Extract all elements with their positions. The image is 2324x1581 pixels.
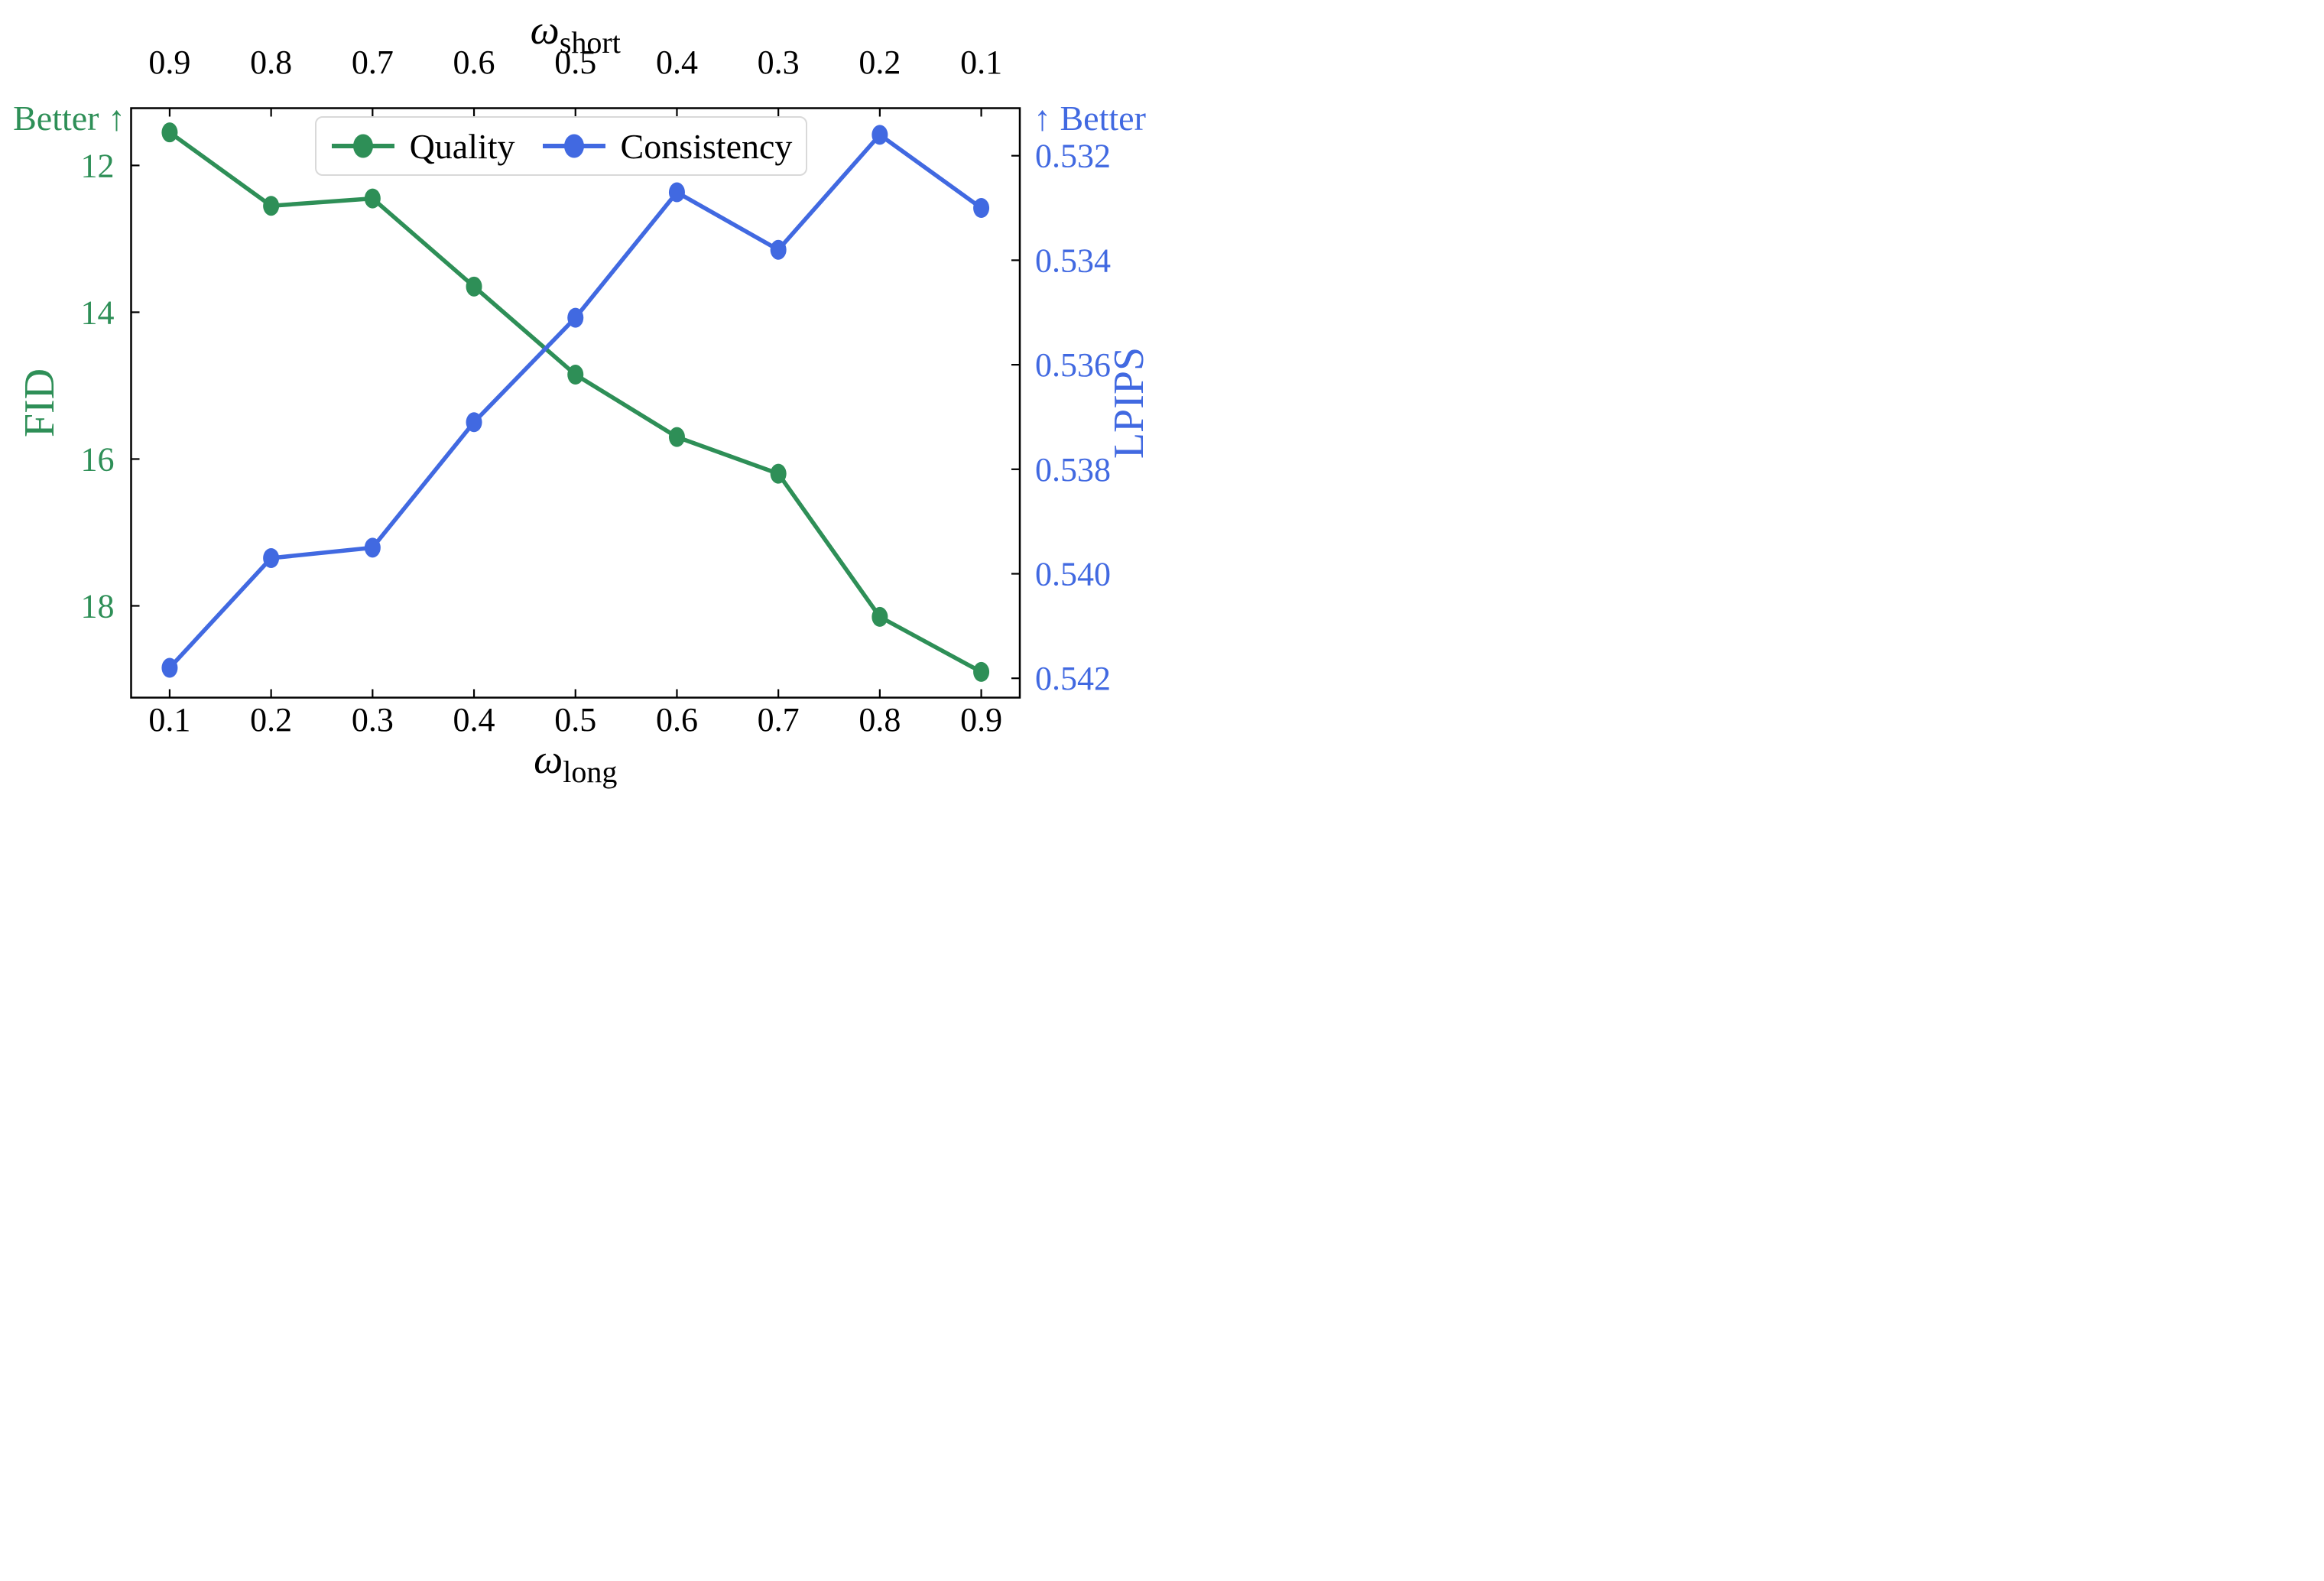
- better-arrow-right: ↑ Better: [1034, 99, 1146, 138]
- x-tick-label-bottom: 0.9: [960, 701, 1002, 739]
- left-axis-label: FID: [16, 368, 63, 438]
- consistency-marker: [567, 307, 584, 328]
- y-tick-label-right: 0.542: [1035, 660, 1111, 697]
- quality-marker: [161, 122, 178, 143]
- y-tick-label-left: 14: [81, 294, 115, 331]
- legend-entry-consistency: Consistency: [541, 126, 793, 167]
- y-tick-label-right: 0.536: [1035, 346, 1111, 384]
- y-tick-label-left: 16: [81, 440, 115, 478]
- quality-marker: [872, 606, 888, 627]
- y-tick-label-right: 0.532: [1035, 138, 1111, 175]
- legend-entry-quality: Quality: [330, 126, 515, 167]
- x-tick-label-top: 0.6: [453, 44, 495, 81]
- x-tick-label-top: 0.1: [960, 44, 1002, 81]
- x-tick-label-bottom: 0.6: [656, 701, 698, 739]
- consistency-marker: [668, 182, 685, 203]
- x-tick-label-top: 0.5: [554, 44, 596, 81]
- consistency-marker: [161, 657, 178, 678]
- consistency-line-marker-icon: [542, 134, 605, 158]
- quality-marker: [770, 463, 787, 484]
- y-tick-label-left: 18: [81, 587, 115, 625]
- quality-marker: [973, 661, 990, 682]
- omega-symbol: ω: [534, 736, 563, 782]
- x-tick-label-top: 0.7: [352, 44, 394, 81]
- quality-line: [168, 130, 982, 674]
- y-tick-label-right: 0.534: [1035, 242, 1111, 279]
- consistency-marker: [872, 125, 888, 145]
- x-tick-label-top: 0.2: [859, 44, 901, 81]
- consistency-marker: [973, 198, 990, 219]
- x-tick-label-bottom: 0.7: [758, 701, 800, 739]
- plot-canvas: 0.1 0.9 0.2 0.8 0.3 0.7 0.4 0.6 0.5 0.5 0.6 0.4 0.7 0…: [81, 44, 1112, 739]
- x-tick-label-bottom: 0.2: [250, 701, 292, 739]
- omega-subscript: short: [559, 24, 621, 60]
- x-tick-label-bottom: 0.3: [352, 701, 394, 739]
- quality-marker: [466, 276, 482, 297]
- plot-border: [130, 107, 1021, 699]
- x-tick-label-bottom: 0.5: [554, 701, 596, 739]
- legend-label-quality: Quality: [409, 126, 515, 166]
- x-tick-label-bottom: 0.4: [453, 701, 495, 739]
- consistency-marker: [364, 537, 381, 558]
- legend: Quality Consistency: [315, 116, 807, 176]
- quality-marker: [263, 196, 280, 216]
- quality-marker: [364, 188, 381, 209]
- y-tick-label-right: 0.538: [1035, 451, 1111, 489]
- right-axis-label: LPIPS: [1105, 346, 1153, 459]
- omega-symbol: ω: [530, 7, 560, 53]
- x-tick-label-bottom: 0.1: [148, 701, 190, 739]
- x-tick-label-bottom: 0.8: [859, 701, 901, 739]
- x-tick-label-top: 0.8: [250, 44, 292, 81]
- omega-subscript: long: [563, 754, 618, 789]
- quality-line-marker-icon: [331, 134, 394, 158]
- y-tick-label-left: 12: [81, 147, 115, 184]
- better-arrow-left: Better ↑: [13, 99, 125, 138]
- quality-marker: [567, 365, 584, 385]
- consistency-marker: [770, 239, 787, 260]
- legend-label-consistency: Consistency: [620, 126, 793, 166]
- consistency-marker: [466, 412, 482, 433]
- y-tick-label-right: 0.540: [1035, 556, 1111, 593]
- x-tick-label-top: 0.9: [148, 44, 190, 81]
- chart-figure: 0.1 0.9 0.2 0.8 0.3 0.7 0.4 0.6 0.5 0.5 0.6 0.4 0.7 0…: [0, 0, 1162, 790]
- top-axis-title: ωshort: [531, 6, 621, 60]
- quality-marker: [668, 427, 685, 447]
- x-tick-label-top: 0.3: [758, 44, 800, 81]
- x-tick-label-top: 0.4: [656, 44, 698, 81]
- consistency-marker: [263, 548, 280, 569]
- bottom-axis-title: ωlong: [534, 735, 617, 790]
